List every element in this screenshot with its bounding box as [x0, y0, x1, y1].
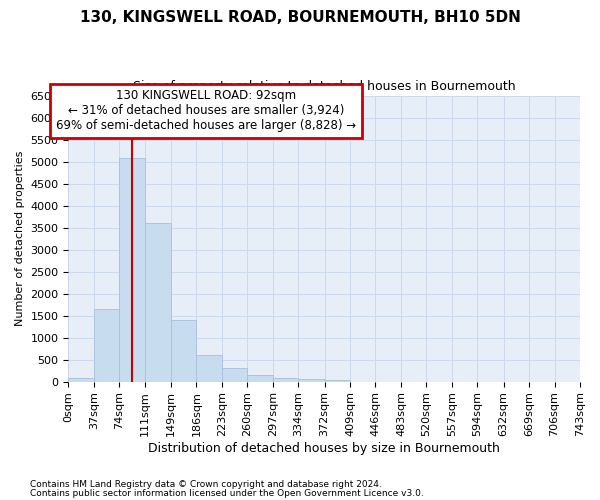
Bar: [247, 375, 273, 382]
Bar: [68, 378, 94, 382]
Bar: [222, 368, 247, 382]
Text: 130 KINGSWELL ROAD: 92sqm
← 31% of detached houses are smaller (3,924)
69% of se: 130 KINGSWELL ROAD: 92sqm ← 31% of detac…: [56, 90, 356, 132]
Bar: [298, 380, 325, 382]
Bar: [325, 380, 350, 382]
Text: 130, KINGSWELL ROAD, BOURNEMOUTH, BH10 5DN: 130, KINGSWELL ROAD, BOURNEMOUTH, BH10 5…: [80, 10, 520, 25]
Bar: [94, 309, 119, 382]
Bar: [196, 355, 222, 382]
Text: Contains HM Land Registry data © Crown copyright and database right 2024.: Contains HM Land Registry data © Crown c…: [30, 480, 382, 489]
Bar: [273, 378, 298, 382]
Bar: [171, 320, 196, 382]
Bar: [145, 223, 171, 382]
Bar: [119, 158, 145, 382]
Y-axis label: Number of detached properties: Number of detached properties: [15, 151, 25, 326]
X-axis label: Distribution of detached houses by size in Bournemouth: Distribution of detached houses by size …: [148, 442, 500, 455]
Text: Contains public sector information licensed under the Open Government Licence v3: Contains public sector information licen…: [30, 488, 424, 498]
Title: Size of property relative to detached houses in Bournemouth: Size of property relative to detached ho…: [133, 80, 515, 93]
